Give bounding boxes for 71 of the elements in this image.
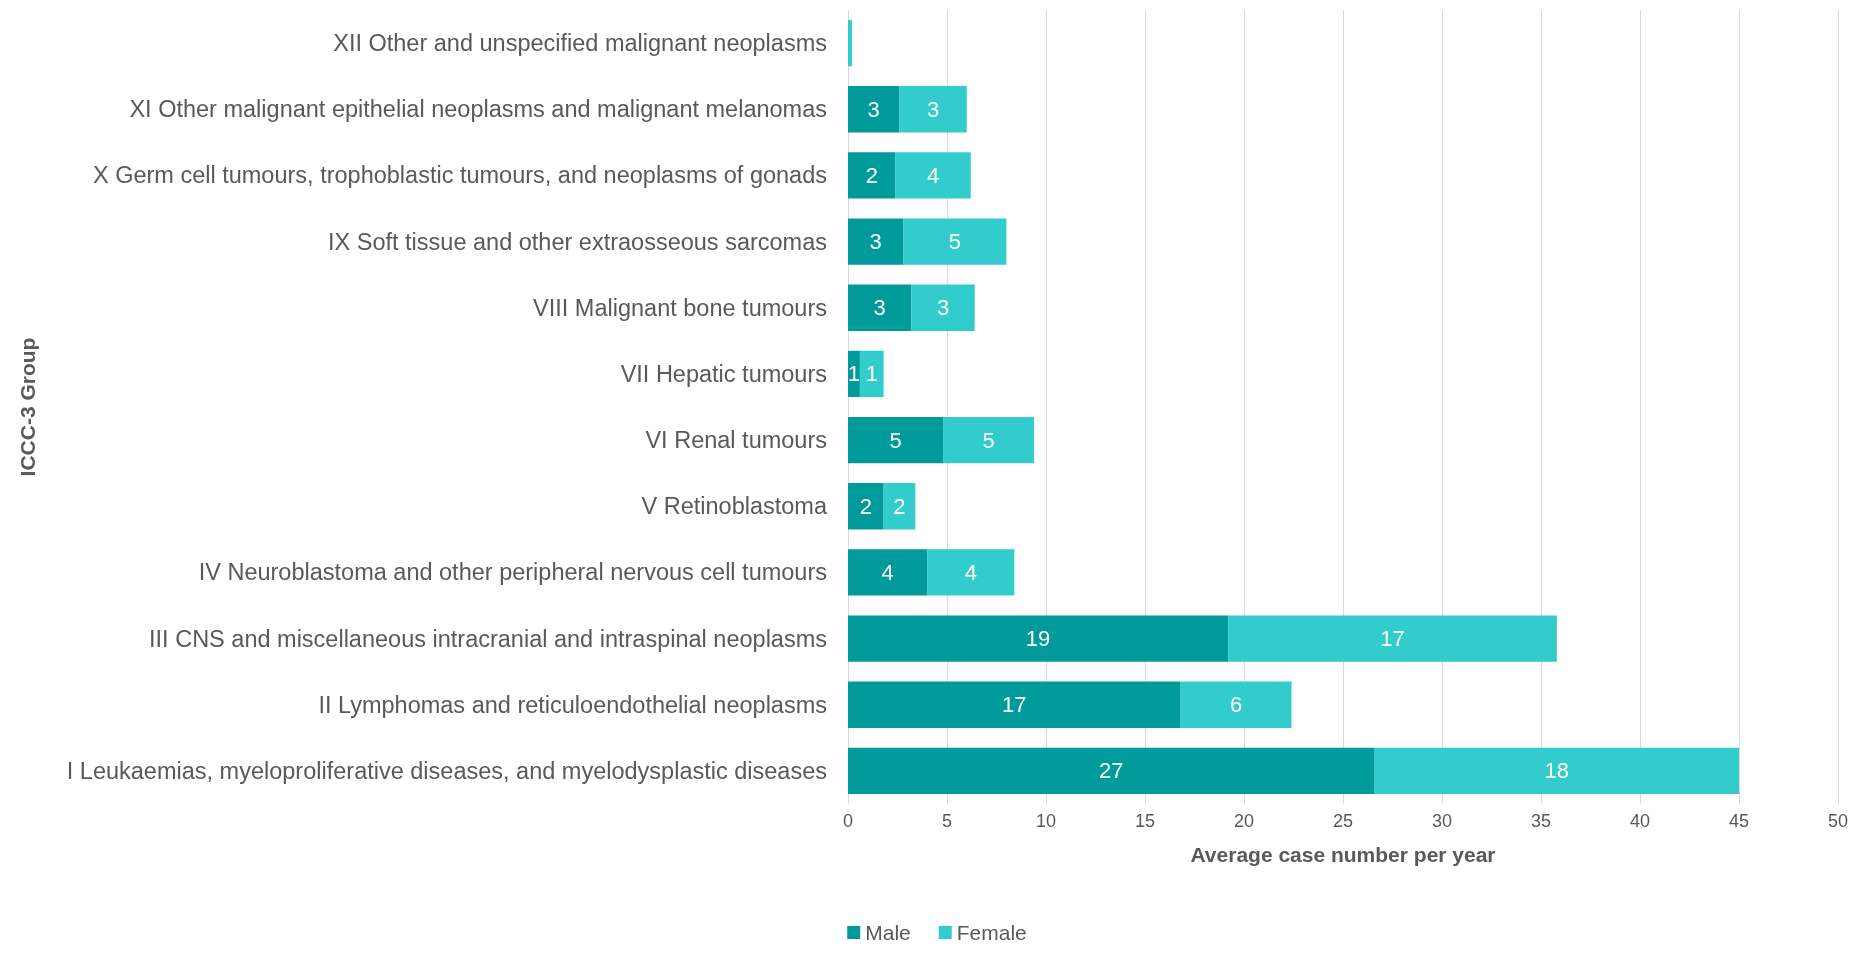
bar <box>848 218 904 265</box>
bar <box>883 483 916 530</box>
data-label: 6 <box>1229 692 1243 718</box>
bar <box>848 152 896 199</box>
data-label: 5 <box>889 427 902 453</box>
bar <box>848 416 944 464</box>
legend-label: Female <box>956 921 1027 944</box>
data-label: 3 <box>867 96 880 122</box>
y-tick-label: II Lymphomas and reticuloendothelial neoplasms <box>318 691 827 718</box>
x-axis-title: Average case number per year <box>1190 843 1496 866</box>
bar <box>848 86 900 133</box>
bar <box>848 549 928 596</box>
bar <box>1374 747 1739 795</box>
bar <box>859 350 884 398</box>
y-tick-label: I Leukaemias, myeloproliferative diseases, and myelodysplastic diseases <box>66 757 827 784</box>
x-tick-label: 40 <box>1629 811 1651 831</box>
data-label: 2 <box>859 493 872 519</box>
data-label: 1 <box>865 361 878 387</box>
bar <box>848 284 912 331</box>
x-tick-label: 45 <box>1728 811 1750 831</box>
bar <box>1180 681 1292 728</box>
data-label: 4 <box>927 162 940 188</box>
bar <box>848 19 852 67</box>
data-label: 1 <box>847 361 861 387</box>
data-label: 19 <box>1025 626 1051 652</box>
bar <box>848 483 884 530</box>
y-tick-label: VII Hepatic tumours <box>620 360 827 387</box>
data-label: 4 <box>881 559 894 585</box>
data-label: 3 <box>936 295 950 321</box>
bar <box>848 681 1181 728</box>
y-tick-label: IX Soft tissue and other extraosseous sarcomas <box>328 228 827 255</box>
bar <box>848 747 1375 795</box>
bar <box>903 218 1007 265</box>
data-label: 17 <box>1002 692 1027 718</box>
y-tick-label: IV Neuroblastoma and other peripheral nervous cell tumours <box>198 559 827 586</box>
x-tick-label: 25 <box>1332 811 1354 831</box>
y-tick-label: XI Other malignant epithelial neoplasms and malignant melanomas <box>129 96 827 123</box>
data-label: 3 <box>869 229 882 255</box>
x-tick-label: 30 <box>1431 811 1453 831</box>
x-tick-label: 35 <box>1530 811 1552 831</box>
data-label: 3 <box>873 295 886 321</box>
x-tick-label: 0 <box>842 811 854 831</box>
x-tick-label: 50 <box>1827 811 1849 831</box>
bar <box>943 416 1035 464</box>
bar <box>1228 615 1557 662</box>
bar <box>899 86 967 133</box>
data-label: 5 <box>948 229 962 255</box>
x-tick-label: 15 <box>1134 811 1156 831</box>
y-tick-label: X Germ cell tumours, trophoblastic tumours, and neoplasms of gonads <box>92 162 827 189</box>
legend-label: Male <box>865 921 911 944</box>
bar <box>895 152 971 199</box>
y-tick-label: VIII Malignant bone tumours <box>533 294 827 321</box>
x-tick-label: 10 <box>1035 811 1057 831</box>
y-tick-label: III CNS and miscellaneous intracranial and intraspinal neoplasms <box>149 625 827 652</box>
data-label: 3 <box>927 96 940 122</box>
y-tick-label: VI Renal tumours <box>645 427 827 454</box>
bar <box>848 615 1229 662</box>
data-label: 17 <box>1380 626 1405 652</box>
y-tick-label: XII Other and unspecified malignant neoplasms <box>333 30 827 57</box>
data-label: 2 <box>893 493 906 519</box>
y-tick-label: V Retinoblastoma <box>641 493 828 520</box>
data-label: 5 <box>982 427 995 453</box>
bar <box>927 549 1015 596</box>
data-label: 4 <box>964 559 977 585</box>
bar <box>911 284 975 331</box>
y-axis-title: ICCC-3 Group <box>16 337 39 477</box>
x-tick-label: 20 <box>1233 811 1255 831</box>
x-tick-label: 5 <box>941 811 953 831</box>
data-label: 27 <box>1099 758 1124 784</box>
data-label: 18 <box>1544 758 1570 784</box>
data-label: 2 <box>865 162 878 188</box>
